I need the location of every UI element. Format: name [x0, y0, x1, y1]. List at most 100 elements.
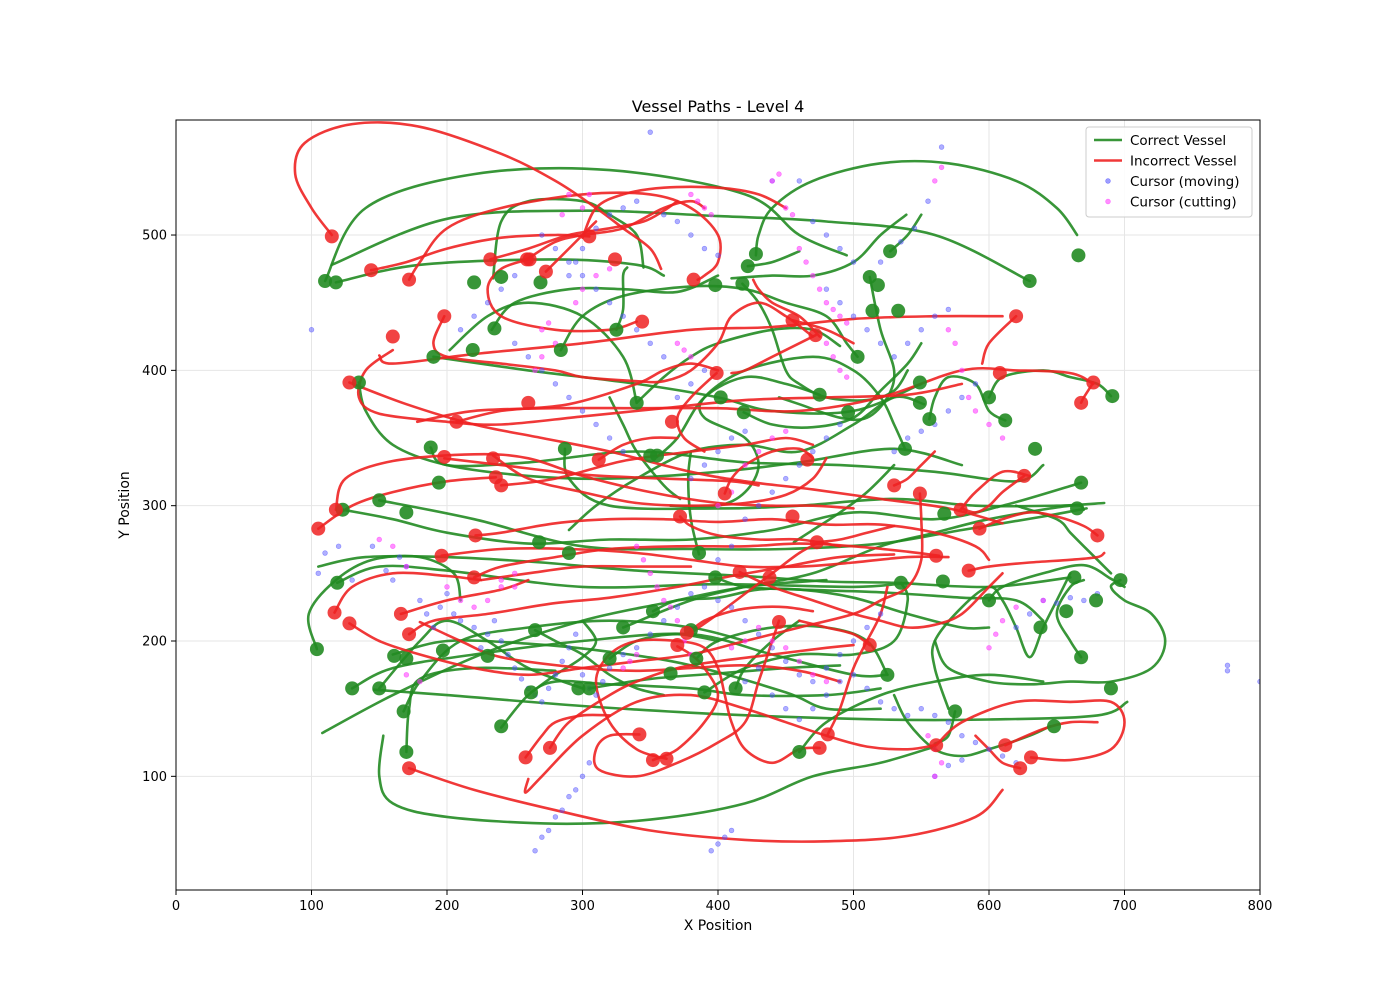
- incorrect-vessel-series: [293, 121, 1126, 843]
- cursor-cutting-point: [986, 421, 992, 428]
- correct-vessel-marker: [645, 604, 660, 619]
- cursor-cutting-point: [830, 354, 836, 360]
- cursor-cutting-point: [796, 245, 802, 252]
- incorrect-vessel-marker: [483, 252, 498, 267]
- cursor-cutting-point: [783, 205, 789, 211]
- incorrect-vessel-marker: [542, 740, 557, 755]
- cursor-moving-point: [823, 286, 830, 292]
- cursor-moving-point: [1224, 668, 1231, 674]
- incorrect-vessel-path: [356, 348, 964, 427]
- correct-vessel-marker: [893, 575, 908, 590]
- cursor-moving-point: [525, 354, 531, 360]
- incorrect-vessel-marker: [468, 528, 483, 543]
- incorrect-vessel-path: [960, 474, 1026, 514]
- cursor-moving-point: [891, 705, 897, 712]
- incorrect-vessel-marker: [732, 564, 747, 579]
- correct-vessel-path: [448, 301, 638, 405]
- cursor-cutting-point: [742, 638, 748, 644]
- cursor-cutting-point: [999, 618, 1006, 624]
- cursor-cutting-point: [993, 631, 999, 637]
- cursor-moving-point: [769, 645, 775, 651]
- cursor-moving-point: [471, 624, 477, 631]
- cursor-moving-point: [539, 367, 545, 374]
- x-axis-label: X Position: [684, 918, 753, 934]
- cursor-moving-point: [552, 381, 559, 387]
- incorrect-vessel-path: [974, 734, 1022, 770]
- cursor-moving-point: [566, 645, 572, 651]
- correct-vessel-marker: [935, 574, 950, 589]
- correct-vessel-marker: [1022, 274, 1037, 289]
- cursor-moving-point: [383, 567, 389, 574]
- incorrect-vessel-marker: [1074, 395, 1089, 410]
- incorrect-vessel-path: [333, 571, 483, 614]
- cursor-cutting-point: [566, 191, 572, 198]
- correct-vessel-path: [928, 375, 1007, 422]
- cursor-moving-point: [877, 340, 884, 346]
- incorrect-vessel-path: [418, 620, 842, 683]
- cursor-moving-point: [647, 631, 653, 637]
- cursor-moving-point: [837, 421, 843, 428]
- incorrect-vessel-path: [432, 301, 815, 384]
- correct-vessel-marker: [880, 667, 895, 682]
- correct-vessel-marker: [1074, 475, 1089, 490]
- incorrect-vessel-marker: [494, 478, 509, 493]
- cursor-cutting-point: [390, 543, 396, 549]
- cursor-moving-point: [972, 381, 979, 387]
- cursor-moving-point: [539, 232, 545, 238]
- cursor-moving-point: [715, 841, 721, 847]
- incorrect-vessel-marker: [929, 738, 944, 753]
- cursor-moving-point: [742, 678, 748, 685]
- x-tick-label: 800: [1248, 899, 1273, 914]
- cursor-cutting-point: [769, 178, 775, 184]
- cursor-moving-point: [925, 198, 931, 204]
- correct-vessel-marker: [1089, 593, 1104, 608]
- cursor-moving-point: [945, 306, 952, 313]
- correct-vessel-marker: [616, 620, 631, 635]
- correct-vessel-path: [588, 664, 842, 690]
- cursor-moving-point: [396, 554, 403, 560]
- correct-vessel-marker: [1074, 650, 1089, 665]
- cursor-moving-point: [945, 719, 952, 725]
- cursor-cutting-point: [945, 327, 952, 333]
- cursor-cutting-point: [986, 645, 992, 651]
- cursor-cutting-point: [620, 665, 626, 671]
- cursor-moving-point: [647, 340, 653, 346]
- incorrect-vessel-path: [407, 553, 896, 636]
- cursor-moving-point: [728, 604, 735, 610]
- cursor-moving-point: [918, 705, 924, 712]
- incorrect-vessel-marker: [717, 486, 732, 501]
- cursor-cutting-point: [471, 604, 477, 610]
- incorrect-vessel-marker: [1086, 375, 1101, 390]
- correct-vessel-marker: [557, 441, 572, 456]
- cursor-cutting-point: [701, 205, 708, 211]
- cursor-cutting-point: [484, 597, 491, 604]
- cursor-cutting-point: [1040, 597, 1046, 604]
- cursor-cutting-point: [681, 347, 687, 353]
- incorrect-vessel-path: [815, 524, 896, 544]
- incorrect-vessel-marker: [929, 548, 944, 563]
- cursor-moving-point: [545, 685, 552, 692]
- cursor-moving-point: [566, 259, 572, 265]
- cursor-moving-point: [864, 327, 870, 333]
- cursor-cutting-point: [755, 624, 762, 631]
- correct-vessel-path: [306, 554, 462, 651]
- correct-vessel-marker: [399, 651, 414, 666]
- incorrect-vessel-marker: [393, 606, 408, 621]
- incorrect-vessel-marker: [673, 509, 688, 524]
- cursor-cutting-point: [512, 570, 518, 577]
- cursor-cutting-point: [742, 462, 748, 468]
- cursor-moving-point: [715, 448, 721, 455]
- incorrect-vessel-marker: [1017, 468, 1032, 483]
- cursor-moving-point: [674, 394, 681, 401]
- correct-vessel-marker: [345, 681, 360, 696]
- incorrect-vessel-marker: [679, 625, 694, 640]
- chart-title: Vessel Paths - Level 4: [632, 97, 805, 116]
- cursor-moving-point: [593, 692, 599, 698]
- cursor-moving-point: [945, 762, 952, 769]
- correct-vessel-marker: [399, 505, 414, 520]
- cursor-moving-point: [674, 604, 681, 610]
- incorrect-vessel-marker: [342, 375, 357, 390]
- incorrect-vessel-path: [440, 547, 950, 569]
- correct-vessel-marker: [841, 405, 856, 420]
- incorrect-vessel-marker: [1009, 309, 1024, 324]
